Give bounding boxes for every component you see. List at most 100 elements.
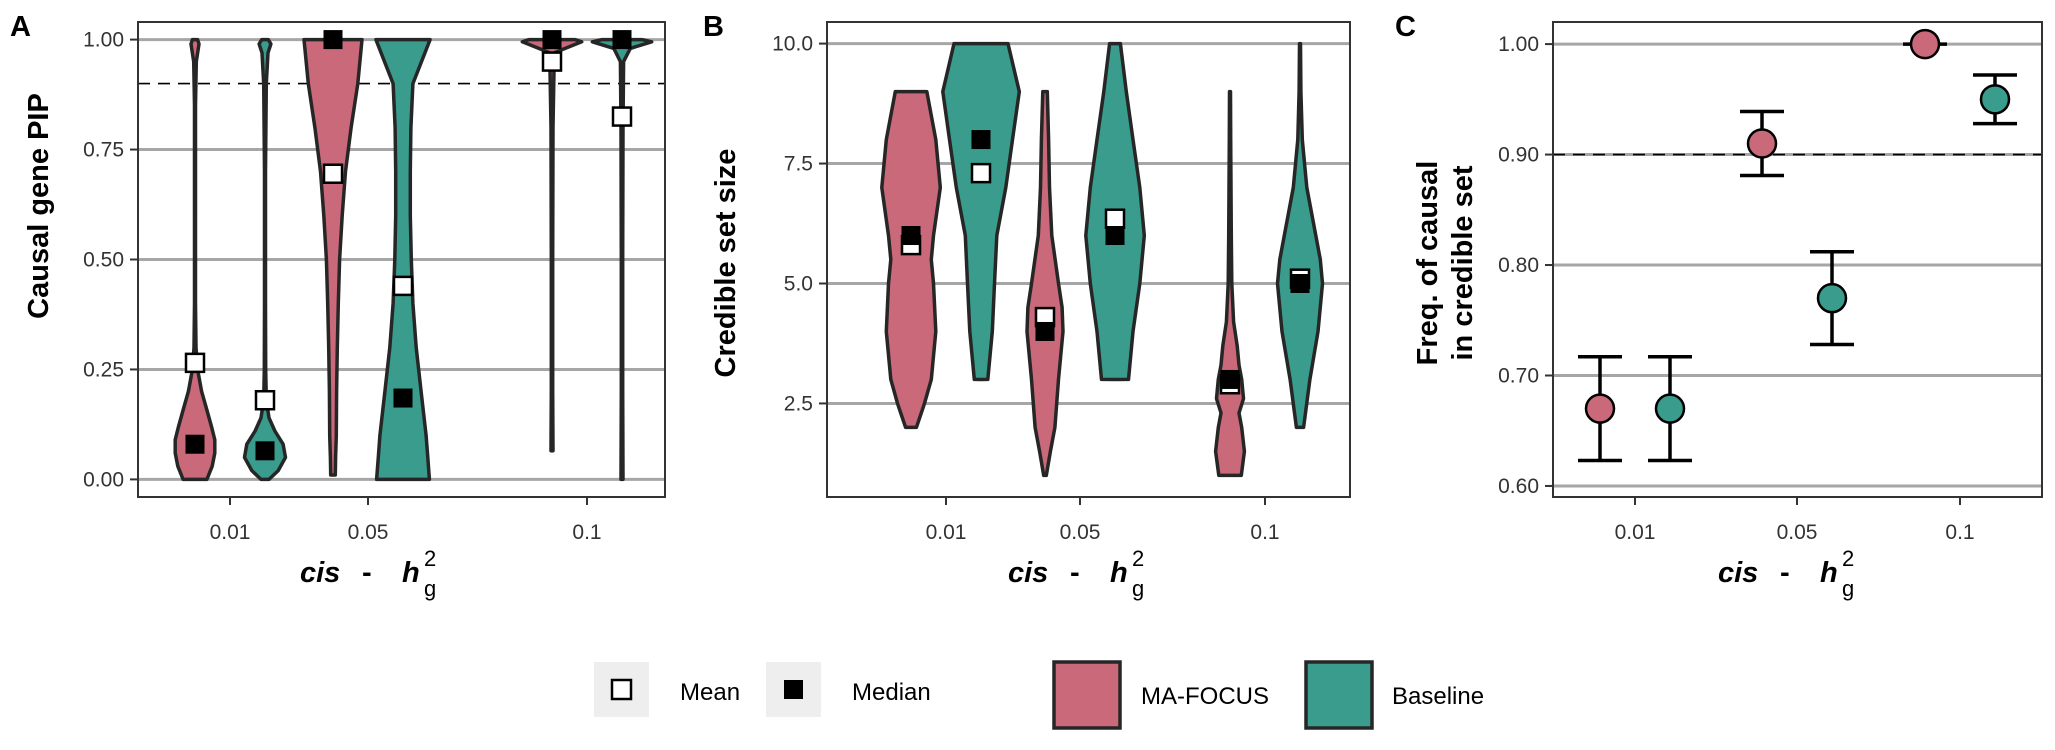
x-tick-label: 0.1 [1945, 521, 1974, 544]
legend-mean-label: Mean [680, 679, 740, 706]
y-tick-label: 0.60 [1498, 475, 1539, 498]
y-tick-label: 7.5 [784, 153, 813, 176]
panel-label: A [10, 11, 31, 43]
x-tick-label: 0.01 [1615, 521, 1656, 544]
median-marker [1220, 369, 1240, 389]
violin-ma-focus-0.05 [1025, 89, 1065, 478]
x-tick-label: 0.05 [1060, 521, 1101, 544]
x-tick-label: 0.01 [210, 521, 251, 544]
y-axis-label-line: Freq. of causal [1412, 161, 1444, 366]
mean-marker [254, 389, 276, 411]
panel-c: 0.60 0.70 0.80 0.90 1.00 0.01 0.05 0.1 C Freq. of… [1395, 11, 2043, 601]
panel-frame [137, 21, 666, 498]
y-axis-label: Causal gene PIP [23, 93, 55, 319]
y-tick-label: 0.75 [83, 139, 124, 162]
x-axis-title-sup: 2 [1842, 546, 1854, 571]
median-marker [185, 434, 205, 454]
legend: Mean Median MA-FOCUS Baseline [594, 660, 1484, 730]
x-axis-title-sub: g [1132, 576, 1144, 601]
legend-median-key [784, 680, 803, 699]
y-tick-label: 0.00 [83, 468, 124, 491]
x-tick-label: 0.05 [348, 521, 389, 544]
x-axis-title-sep: - [1780, 557, 1790, 589]
x-tick-label: 0.1 [572, 521, 601, 544]
panel-frame [1552, 21, 2043, 498]
x-axis-title-sep: - [1070, 557, 1080, 589]
x-tick-label: 0.05 [1777, 521, 1818, 544]
marks [173, 30, 654, 482]
y-tick-label: 1.00 [1498, 33, 1539, 56]
x-axis-title: cis - h 2 g [1008, 546, 1144, 601]
legend-key-baseline [1304, 660, 1374, 730]
x-axis-title-sup: 2 [1132, 546, 1144, 571]
y-tick-label: 2.5 [784, 392, 813, 415]
median-marker [542, 30, 562, 50]
violin-baseline-0.05 [374, 37, 432, 482]
y-tick-label: 0.50 [83, 249, 124, 272]
point-baseline-0.05 [1816, 282, 1848, 314]
legend-label-ma-focus: MA-FOCUS [1141, 683, 1269, 710]
legend-mean-key [610, 678, 633, 701]
median-marker [1290, 273, 1310, 293]
y-tick-label: 0.90 [1498, 144, 1539, 167]
point-baseline-0.01 [1654, 393, 1686, 424]
violin-baseline-0.1 [1275, 41, 1325, 430]
violin-baseline-0.01 [242, 37, 288, 482]
x-axis-title-main: cis [1008, 557, 1048, 589]
x-axis-title-h: h [1820, 557, 1838, 589]
median-marker [901, 226, 921, 246]
marks [1578, 28, 2017, 463]
legend-label-baseline: Baseline [1392, 683, 1484, 710]
marks [880, 41, 1325, 478]
x-axis-title: cis - h 2 g [1718, 546, 1854, 601]
y-tick-label: 5.0 [784, 272, 813, 295]
median-marker [1035, 321, 1055, 341]
x-axis-title-sup: 2 [424, 546, 436, 571]
mean-marker [392, 275, 414, 297]
point-ma-focus-0.05 [1746, 128, 1778, 159]
y-tick-label: 0.25 [83, 358, 124, 381]
x-axis-title: cis - h 2 g [300, 546, 436, 601]
mean-marker [322, 163, 344, 184]
y-axis-label-line: in credible set [1447, 165, 1479, 360]
point-baseline-0.1 [1979, 84, 2011, 115]
mean-marker [611, 106, 633, 127]
mean-marker [541, 51, 563, 72]
median-marker [971, 130, 991, 150]
violin-ma-focus-0.01 [173, 37, 217, 482]
panels: 0.00 0.25 0.50 0.75 1.00 0.01 0.05 0.1 A Causal g… [10, 11, 2043, 601]
median-marker [393, 388, 413, 408]
panel-label: C [1395, 11, 1416, 43]
median-marker [1105, 226, 1125, 246]
y-tick-label: 0.70 [1498, 364, 1539, 387]
y-axis-label: Credible set size [710, 149, 742, 378]
mean-marker [970, 162, 992, 184]
x-axis-title-main: cis [1718, 557, 1758, 589]
x-axis-title-sep: - [362, 557, 372, 589]
panel-frame [826, 21, 1351, 498]
y-tick-label: 0.80 [1498, 254, 1539, 277]
y-tick-label: 10.0 [772, 33, 813, 56]
x-axis-title-sub: g [424, 576, 436, 601]
panel-b: 2.5 5.0 7.5 10.0 0.01 0.05 0.1 B Credible set si… [703, 11, 1351, 601]
violin-ma-focus-0.01 [880, 89, 943, 430]
median-marker [612, 30, 632, 50]
mean-marker [1104, 208, 1126, 229]
legend-key-ma-focus [1052, 660, 1122, 730]
legend-median-label: Median [852, 679, 931, 706]
x-axis-title-main: cis [300, 557, 340, 589]
point-ma-focus-0.1 [1909, 28, 1941, 60]
panel-label: B [703, 11, 724, 43]
point-ma-focus-0.01 [1584, 393, 1616, 424]
x-axis-title-h: h [1110, 557, 1128, 589]
x-axis-title-sub: g [1842, 576, 1854, 601]
x-tick-label: 0.1 [1250, 521, 1279, 544]
median-marker [323, 30, 343, 50]
violin-baseline-0.01 [941, 41, 1022, 382]
median-marker [255, 441, 275, 461]
y-tick-label: 1.00 [83, 29, 124, 52]
x-tick-label: 0.01 [926, 521, 967, 544]
panel-a: 0.00 0.25 0.50 0.75 1.00 0.01 0.05 0.1 A Causal g… [10, 11, 666, 601]
mean-marker [184, 352, 206, 374]
